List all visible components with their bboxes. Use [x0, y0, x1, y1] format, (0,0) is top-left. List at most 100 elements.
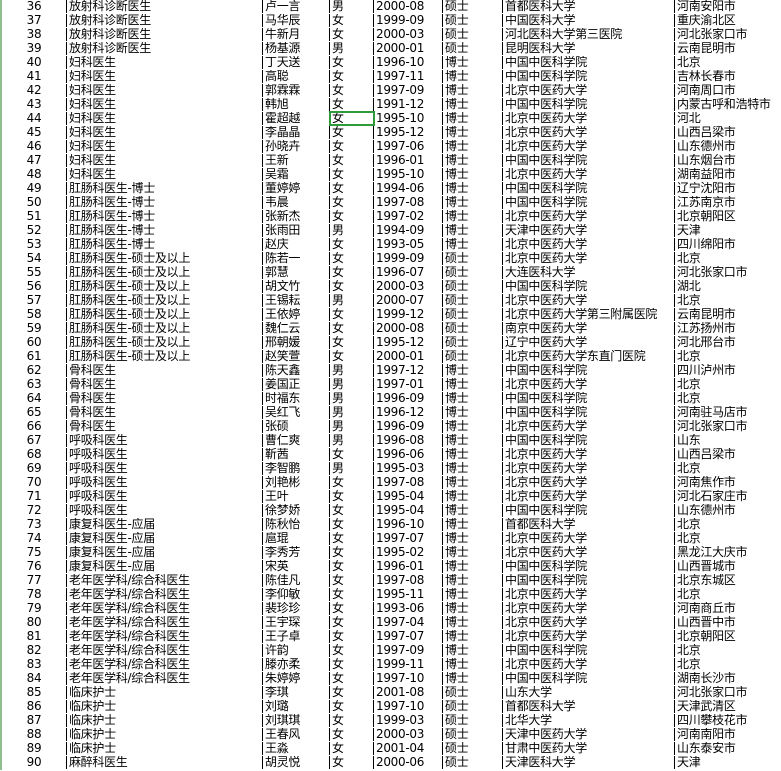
birth-date-cell[interactable]: 1995-12 [374, 336, 443, 349]
position-cell[interactable]: 妇科医生 [67, 70, 263, 83]
gender-cell[interactable]: 女 [330, 154, 374, 167]
degree-cell[interactable]: 硕士 [443, 742, 503, 755]
row-number[interactable]: 60 [2, 336, 67, 349]
school-cell[interactable]: 中国中医科学院 [503, 98, 675, 111]
school-cell[interactable]: 中国医科大学 [503, 14, 675, 27]
location-cell[interactable]: 河南驻马店市 [677, 406, 748, 419]
gender-cell[interactable]: 女 [330, 126, 374, 139]
name-cell[interactable]: 陈佳凡 [263, 574, 330, 587]
position-cell[interactable]: 临床护士 [67, 714, 263, 727]
degree-cell[interactable]: 硕士 [443, 728, 503, 741]
degree-cell[interactable]: 博士 [443, 462, 503, 475]
row-number[interactable]: 62 [2, 364, 67, 377]
birth-date-cell[interactable]: 1993-05 [374, 238, 443, 251]
degree-cell[interactable]: 博士 [443, 84, 503, 97]
position-cell[interactable]: 妇科医生 [67, 168, 263, 181]
degree-cell[interactable]: 博士 [443, 644, 503, 657]
location-cell[interactable]: 北京 [677, 658, 701, 671]
birth-date-cell[interactable]: 1996-09 [374, 392, 443, 405]
birth-date-cell[interactable]: 2000-03 [374, 728, 443, 741]
birth-date-cell[interactable]: 2000-01 [374, 350, 443, 363]
name-cell[interactable]: 李秀芳 [263, 546, 330, 559]
gender-cell[interactable]: 女 [330, 84, 374, 97]
gender-cell[interactable]: 女 [330, 56, 374, 69]
position-cell[interactable]: 骨科医生 [67, 420, 263, 433]
degree-cell[interactable]: 博士 [443, 658, 503, 671]
location-cell[interactable]: 北京 [677, 378, 701, 391]
position-cell[interactable]: 呼吸科医生 [67, 448, 263, 461]
birth-date-cell[interactable]: 1994-09 [374, 224, 443, 237]
name-cell[interactable]: 王叶 [263, 490, 330, 503]
degree-cell[interactable]: 博士 [443, 518, 503, 531]
gender-cell[interactable]: 男 [330, 42, 374, 55]
degree-cell[interactable]: 硕士 [443, 14, 503, 27]
degree-cell[interactable]: 硕士 [443, 322, 503, 335]
birth-date-cell[interactable]: 2001-04 [374, 742, 443, 755]
position-cell[interactable]: 肛肠科医生-硕士及以上 [67, 322, 263, 335]
row-number[interactable]: 70 [2, 476, 67, 489]
row-number[interactable]: 51 [2, 210, 67, 223]
degree-cell[interactable]: 博士 [443, 588, 503, 601]
degree-cell[interactable]: 博士 [443, 448, 503, 461]
row-number[interactable]: 50 [2, 196, 67, 209]
row-number[interactable]: 57 [2, 294, 67, 307]
row-number[interactable]: 64 [2, 392, 67, 405]
location-cell[interactable]: 四川绵阳市 [677, 238, 736, 251]
location-cell[interactable]: 山西吕梁市 [677, 126, 736, 139]
school-cell[interactable]: 北京中医药大学第三附属医院 [503, 308, 675, 321]
location-cell[interactable]: 北京 [677, 252, 701, 265]
position-cell[interactable]: 妇科医生 [67, 154, 263, 167]
gender-cell[interactable]: 女 [330, 742, 374, 755]
name-cell[interactable]: 吴霜 [263, 168, 330, 181]
row-number[interactable]: 45 [2, 126, 67, 139]
location-cell[interactable]: 山东泰安市 [677, 742, 736, 755]
name-cell[interactable]: 牛新月 [263, 28, 330, 41]
location-cell[interactable]: 河北 [677, 112, 701, 125]
degree-cell[interactable]: 硕士 [443, 350, 503, 363]
row-number[interactable]: 46 [2, 140, 67, 153]
name-cell[interactable]: 韩旭 [263, 98, 330, 111]
position-cell[interactable]: 老年医学科/综合科医生 [67, 672, 263, 685]
location-cell[interactable]: 山东 [677, 434, 701, 447]
gender-cell[interactable]: 女 [330, 658, 374, 671]
degree-cell[interactable]: 博士 [443, 392, 503, 405]
position-cell[interactable]: 呼吸科医生 [67, 434, 263, 447]
name-cell[interactable]: 王子卓 [263, 630, 330, 643]
degree-cell[interactable]: 博士 [443, 196, 503, 209]
birth-date-cell[interactable]: 1996-09 [374, 420, 443, 433]
birth-date-cell[interactable]: 1997-04 [374, 616, 443, 629]
name-cell[interactable]: 姜国正 [263, 378, 330, 391]
position-cell[interactable]: 放射科诊断医生 [67, 0, 263, 13]
school-cell[interactable]: 天津医科大学 [503, 756, 675, 769]
degree-cell[interactable]: 硕士 [443, 252, 503, 265]
row-number[interactable]: 61 [2, 350, 67, 363]
name-cell[interactable]: 赵庆 [263, 238, 330, 251]
birth-date-cell[interactable]: 1996-01 [374, 154, 443, 167]
name-cell[interactable]: 邢朝媛 [263, 336, 330, 349]
row-number[interactable]: 67 [2, 434, 67, 447]
school-cell[interactable]: 北京中医药大学 [503, 238, 675, 251]
birth-date-cell[interactable]: 1997-09 [374, 644, 443, 657]
school-cell[interactable]: 北京中医药大学东直门医院 [503, 350, 675, 363]
gender-cell[interactable]: 男 [330, 462, 374, 475]
gender-cell[interactable]: 男 [330, 224, 374, 237]
gender-cell[interactable]: 女 [330, 140, 374, 153]
row-number[interactable]: 75 [2, 546, 67, 559]
gender-cell[interactable]: 女 [330, 238, 374, 251]
row-number[interactable]: 48 [2, 168, 67, 181]
row-number[interactable]: 40 [2, 56, 67, 69]
birth-date-cell[interactable]: 1997-11 [374, 70, 443, 83]
birth-date-cell[interactable]: 1997-08 [374, 196, 443, 209]
location-cell[interactable]: 北京 [677, 644, 701, 657]
location-cell[interactable]: 河北石家庄市 [677, 490, 748, 503]
school-cell[interactable]: 中国中医科学院 [503, 560, 675, 573]
location-cell[interactable]: 山东德州市 [677, 504, 736, 517]
birth-date-cell[interactable]: 1997-07 [374, 532, 443, 545]
birth-date-cell[interactable]: 1997-02 [374, 210, 443, 223]
position-cell[interactable]: 肛肠科医生-博士 [67, 196, 263, 209]
row-number[interactable]: 84 [2, 672, 67, 685]
position-cell[interactable]: 肛肠科医生-博士 [67, 210, 263, 223]
row-number[interactable]: 76 [2, 560, 67, 573]
position-cell[interactable]: 妇科医生 [67, 84, 263, 97]
degree-cell[interactable]: 博士 [443, 434, 503, 447]
